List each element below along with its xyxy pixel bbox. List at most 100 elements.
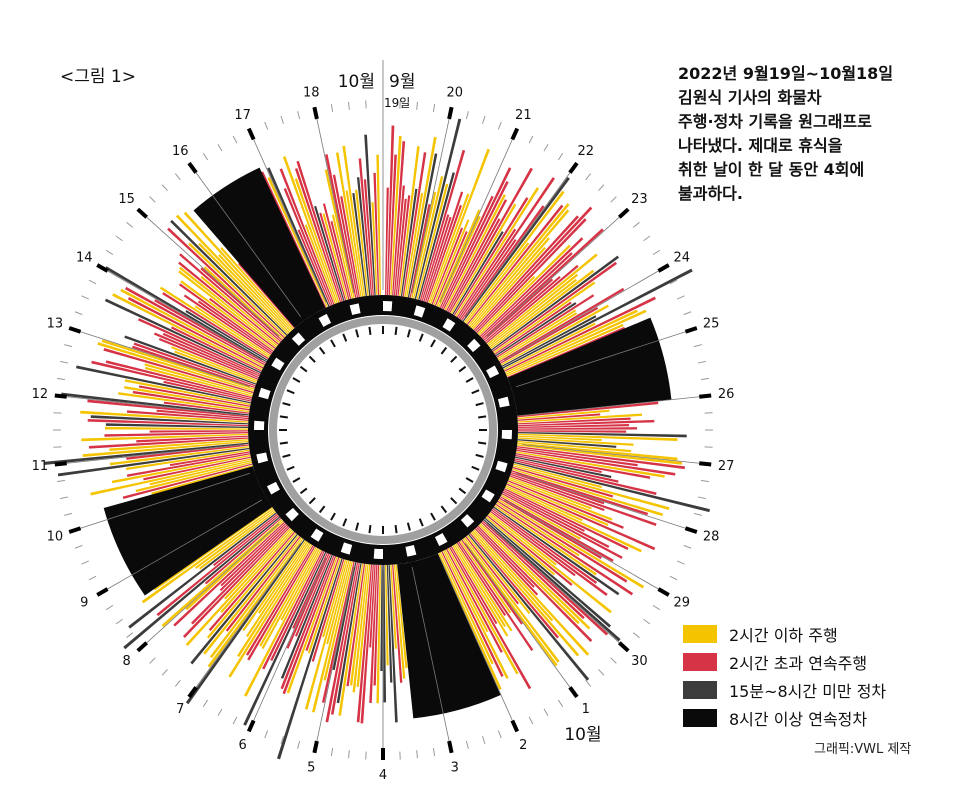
hour-tick xyxy=(330,339,336,348)
ring-segment xyxy=(460,514,475,528)
activity-bar xyxy=(497,309,577,360)
activity-bar xyxy=(390,135,402,296)
minor-tick xyxy=(543,708,549,717)
day-marker xyxy=(699,461,712,467)
activity-bar xyxy=(413,176,444,299)
activity-bar xyxy=(517,435,602,442)
activity-bar xyxy=(458,541,534,652)
activity-bar xyxy=(473,529,590,656)
day-marker xyxy=(617,207,630,219)
ring-segment xyxy=(481,489,495,503)
activity-bar xyxy=(516,447,638,467)
minor-tick xyxy=(697,496,706,500)
activity-bar xyxy=(82,440,249,457)
day-label: 15 xyxy=(118,192,135,207)
hour-tick xyxy=(475,402,484,407)
activity-bar xyxy=(242,540,307,632)
activity-bar xyxy=(207,538,304,668)
minor-tick xyxy=(202,152,209,161)
activity-bar xyxy=(243,551,327,726)
ring-segment xyxy=(254,420,265,430)
legend-swatch xyxy=(683,653,717,671)
activity-bar xyxy=(453,544,507,628)
activity-bar xyxy=(124,379,251,406)
activity-bar xyxy=(280,554,333,679)
activity-bar xyxy=(369,564,376,648)
activity-bar xyxy=(220,523,287,587)
day-divider xyxy=(522,444,700,464)
activity-bar xyxy=(132,345,256,389)
activity-bar xyxy=(87,418,249,427)
day-label: 14 xyxy=(76,251,93,266)
activity-bar xyxy=(183,294,272,355)
start-day-label: 19일 xyxy=(384,96,410,110)
activity-bar xyxy=(498,499,645,589)
ring-segment xyxy=(383,301,393,312)
activity-bar xyxy=(434,231,468,306)
activity-bar xyxy=(481,521,585,620)
activity-bar xyxy=(509,476,592,510)
activity-bar xyxy=(270,551,325,661)
hour-tick xyxy=(368,326,372,335)
day-marker xyxy=(246,719,256,733)
activity-bar xyxy=(174,350,257,384)
activity-bar xyxy=(219,524,288,592)
activity-bar xyxy=(246,542,310,638)
activity-bar xyxy=(338,563,364,716)
activity-bar xyxy=(352,564,369,693)
minor-tick xyxy=(161,184,168,192)
activity-bar xyxy=(505,309,647,375)
activity-bar xyxy=(322,559,347,638)
hour-tick xyxy=(279,415,288,419)
activity-bar xyxy=(209,298,276,350)
activity-bar xyxy=(492,508,598,584)
activity-bar xyxy=(494,301,572,355)
day-marker xyxy=(684,526,698,534)
activity-bar xyxy=(156,409,249,420)
activity-bar xyxy=(179,266,278,347)
activity-bar xyxy=(159,286,270,358)
ring-segment xyxy=(442,318,456,332)
activity-bar xyxy=(470,237,550,329)
activity-bar xyxy=(314,205,345,301)
activity-bar xyxy=(513,463,603,489)
minor-tick xyxy=(632,632,640,639)
activity-bar xyxy=(494,505,597,576)
activity-bar xyxy=(483,519,621,642)
minor-tick xyxy=(543,143,549,152)
activity-bar xyxy=(515,454,602,474)
activity-bar xyxy=(466,204,564,325)
activity-bar xyxy=(352,192,367,297)
activity-bar xyxy=(104,432,249,437)
hour-tick xyxy=(342,518,348,527)
activity-bar xyxy=(507,326,626,379)
minor-tick xyxy=(528,135,534,144)
activity-bar xyxy=(414,118,462,300)
day-marker xyxy=(68,526,82,534)
day-divider xyxy=(80,472,250,529)
activity-bar xyxy=(461,539,523,625)
activity-bar xyxy=(463,190,565,323)
minor-tick xyxy=(297,740,301,749)
minor-tick xyxy=(126,632,134,639)
activity-bar xyxy=(112,293,263,371)
day-marker xyxy=(568,686,579,699)
activity-bar xyxy=(477,525,593,643)
hour-tick xyxy=(292,477,301,483)
minor-tick xyxy=(174,679,181,687)
minor-tick xyxy=(115,235,123,242)
ring-segment xyxy=(340,542,353,555)
activity-bar xyxy=(153,332,259,379)
day-divider xyxy=(146,216,280,337)
ring-segment xyxy=(373,548,383,559)
activity-bar xyxy=(483,278,554,341)
day-marker xyxy=(699,393,712,399)
day-label: 18 xyxy=(303,86,320,101)
hour-tick xyxy=(282,453,291,458)
activity-bar xyxy=(311,559,345,662)
activity-bar xyxy=(163,380,252,402)
activity-bar xyxy=(322,213,348,300)
legend-swatch xyxy=(683,681,717,699)
minor-tick xyxy=(700,479,710,483)
hour-tick xyxy=(355,329,360,338)
